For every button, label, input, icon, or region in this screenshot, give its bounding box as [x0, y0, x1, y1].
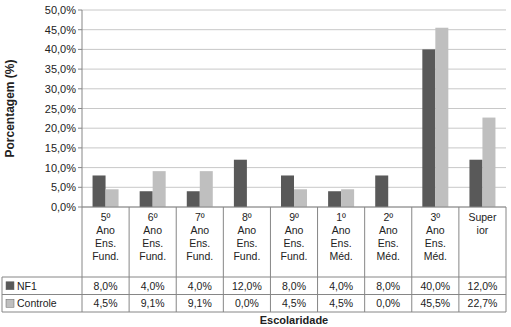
- table-line: [270, 207, 271, 312]
- bar: [422, 49, 435, 207]
- table-value: 4,5%: [94, 297, 118, 309]
- bars: [93, 28, 496, 207]
- table-line: [129, 207, 130, 312]
- bar: [482, 118, 495, 207]
- bar: [153, 171, 166, 207]
- grid-line: [82, 10, 506, 11]
- legend-key: [6, 282, 14, 290]
- tick-label: 45,0%: [45, 24, 76, 36]
- table-line: [458, 207, 459, 312]
- tick-label: 50,0%: [45, 4, 76, 16]
- table-value: 8,0%: [376, 280, 400, 292]
- category-label: 2ºAnoEns.Méd.: [377, 211, 400, 262]
- tick-label: 0,0%: [51, 201, 76, 213]
- chart: 0,0% 5,0% 10,0% 15,0% 20,0% 25,0% 30,0% 35,0% 40…: [0, 0, 511, 327]
- table-value: 0,0%: [376, 297, 400, 309]
- tick-mark: [78, 207, 82, 208]
- bar: [328, 191, 341, 207]
- tick-label: 30,0%: [45, 83, 76, 95]
- table-line: [2, 294, 506, 295]
- tick-mark: [78, 167, 82, 168]
- bar: [294, 189, 307, 207]
- legend-key: [6, 299, 14, 307]
- table-value: 8,0%: [282, 280, 306, 292]
- tick-mark: [78, 69, 82, 70]
- category-label: 3ºAnoEns.Méd.: [424, 211, 447, 262]
- bar: [234, 160, 247, 207]
- y-axis: [82, 10, 83, 207]
- table-value: 9,1%: [141, 297, 165, 309]
- table-line: [82, 207, 83, 312]
- tick-label: 5,0%: [51, 181, 76, 193]
- table-value: 4,0%: [188, 280, 212, 292]
- tick-label: 20,0%: [45, 122, 76, 134]
- tick-label: 25,0%: [45, 103, 76, 115]
- x-axis-label: Escolaridade: [260, 314, 328, 326]
- bar: [281, 175, 294, 207]
- tick-mark: [78, 29, 82, 30]
- table-line: [411, 207, 412, 312]
- bar: [93, 175, 106, 207]
- table-value: 4,0%: [141, 280, 165, 292]
- category-label: 5ºAnoEns.Fund.: [92, 211, 119, 262]
- background: [0, 0, 511, 327]
- table-line: [2, 277, 3, 312]
- tick-label: 35,0%: [45, 63, 76, 75]
- table-line: [317, 207, 318, 312]
- bar: [341, 189, 354, 207]
- legend-label: NF1: [17, 280, 37, 292]
- table-line: [2, 277, 506, 278]
- tick-mark: [78, 88, 82, 89]
- y-axis-label: Porcentagem (%): [3, 59, 17, 157]
- table-line: [223, 207, 224, 312]
- tick-mark: [78, 128, 82, 129]
- bar: [200, 171, 213, 207]
- tick-mark: [78, 49, 82, 50]
- bar: [469, 160, 482, 207]
- tick-label: 15,0%: [45, 142, 76, 154]
- table-value: 12,0%: [232, 280, 262, 292]
- table-value: 40,0%: [420, 280, 450, 292]
- table-line: [506, 207, 507, 312]
- table-line: [2, 312, 506, 313]
- bar: [435, 28, 448, 207]
- bar: [140, 191, 153, 207]
- tick-mark: [78, 10, 82, 11]
- bar: [187, 191, 200, 207]
- table-value: 22,7%: [468, 297, 498, 309]
- category-label: 8ºAnoEns.Fund.: [233, 211, 260, 262]
- legend-label: Controle: [17, 297, 57, 309]
- table-line: [364, 207, 365, 312]
- table-value: 4,5%: [329, 297, 353, 309]
- grid-line: [82, 207, 506, 208]
- table-value: 4,0%: [329, 280, 353, 292]
- category-label: 1ºAnoEns.Méd.: [329, 211, 352, 262]
- table-value: 45,5%: [420, 297, 450, 309]
- x-axis: [82, 207, 506, 208]
- table-value: 4,5%: [282, 297, 306, 309]
- bar: [375, 175, 388, 207]
- category-label: 9ºAnoEns.Fund.: [281, 211, 308, 262]
- tick-mark: [78, 108, 82, 109]
- tick-mark: [78, 187, 82, 188]
- bar: [106, 189, 119, 207]
- tick-mark: [78, 147, 82, 148]
- table-value: 9,1%: [188, 297, 212, 309]
- table-value: 0,0%: [235, 297, 259, 309]
- table-value: 12,0%: [468, 280, 498, 292]
- tick-label: 40,0%: [45, 43, 76, 55]
- table-line: [176, 207, 177, 312]
- category-label: 7ºAnoEns.Fund.: [186, 211, 213, 262]
- tick-label: 10,0%: [45, 162, 76, 174]
- category-label: 6ºAnoEns.Fund.: [139, 211, 166, 262]
- category-label: Superior: [468, 211, 497, 236]
- table-value: 8,0%: [94, 280, 118, 292]
